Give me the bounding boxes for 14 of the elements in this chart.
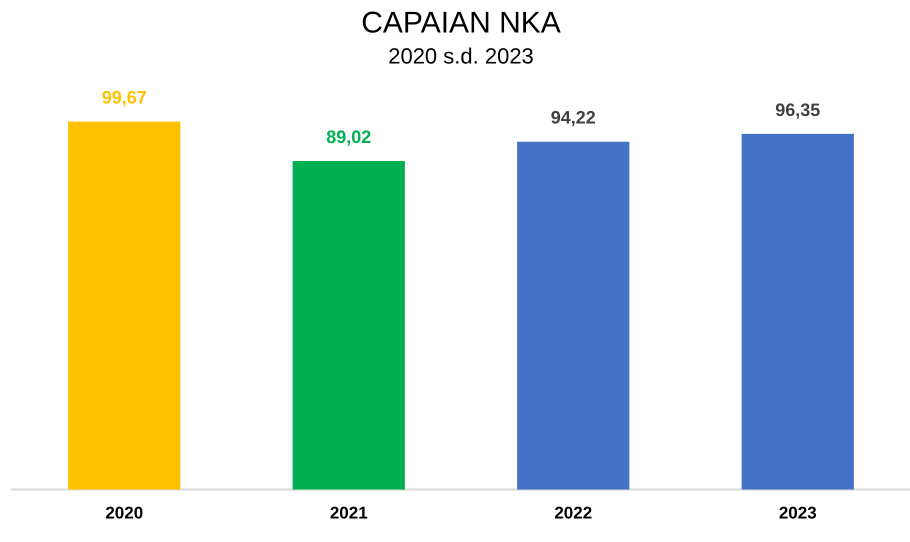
chart-title: CAPAIAN NKA bbox=[361, 6, 561, 40]
x-tick-label: 2020 bbox=[105, 503, 144, 522]
bar bbox=[68, 122, 180, 490]
data-label: 96,35 bbox=[775, 100, 820, 120]
data-label: 99,67 bbox=[102, 88, 147, 108]
x-tick-label: 2022 bbox=[554, 503, 592, 522]
data-label: 94,22 bbox=[550, 108, 596, 128]
chart-subtitle: 2020 s.d. 2023 bbox=[388, 43, 534, 68]
bar bbox=[517, 142, 630, 490]
x-tick-label: 2023 bbox=[778, 503, 817, 522]
bar bbox=[292, 160, 405, 490]
data-label: 89,02 bbox=[326, 126, 372, 147]
bar bbox=[742, 134, 854, 490]
x-tick-label: 2021 bbox=[330, 503, 368, 522]
